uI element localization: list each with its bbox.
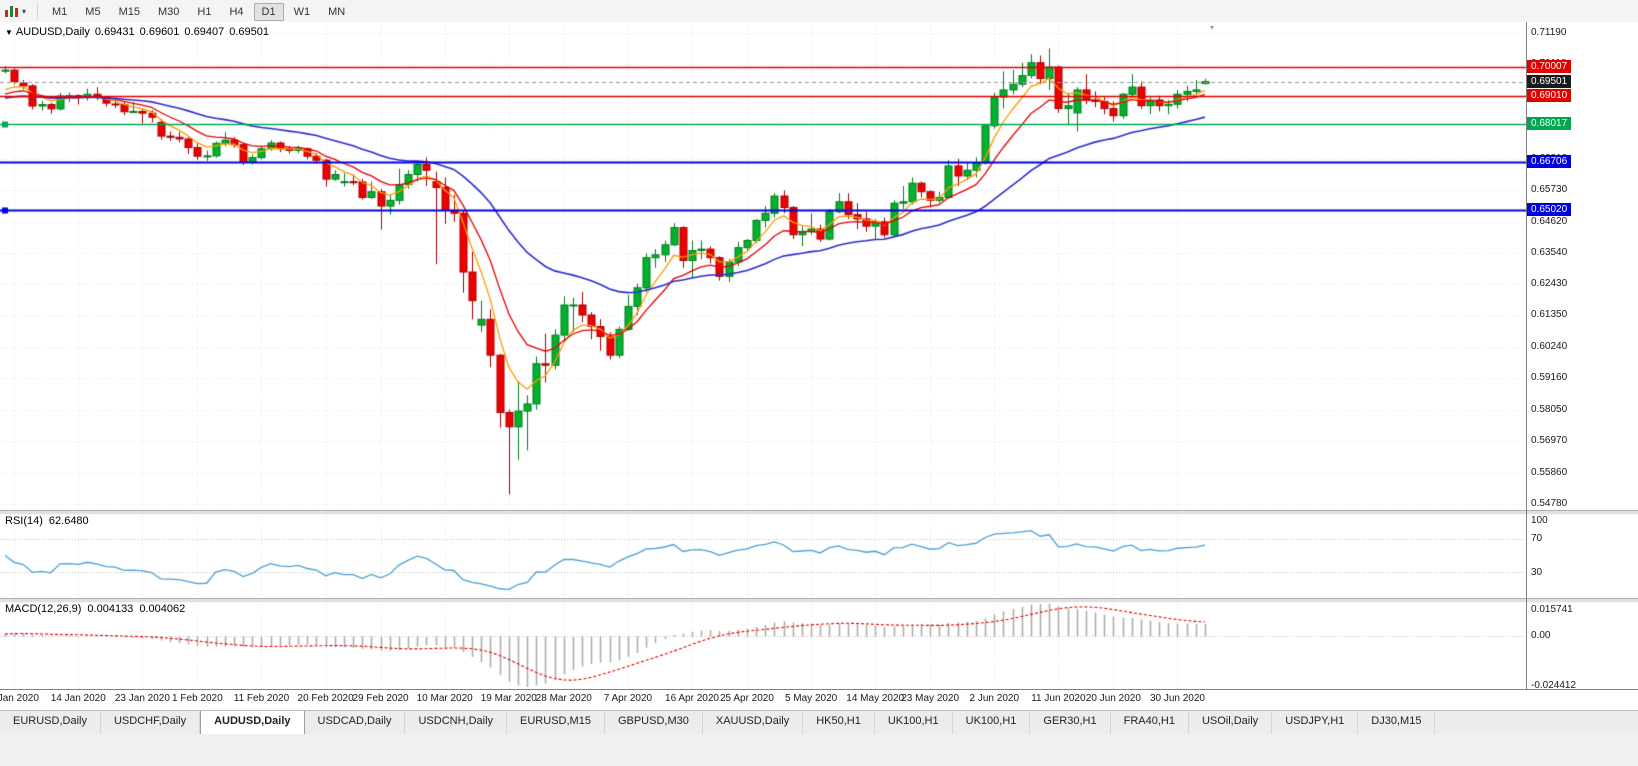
date-axis-label: 19 Mar 2020 <box>480 693 537 704</box>
chart-tab-USDCAD-Daily[interactable]: USDCAD,Daily <box>304 711 406 734</box>
price-level-tag: 0.66706 <box>1527 154 1572 168</box>
timeframe-button-M15[interactable]: M15 <box>118 6 140 18</box>
price-axis-label: 0.64620 <box>1531 215 1568 227</box>
price-axis-label: 0.59160 <box>1531 372 1568 384</box>
price-axis-border <box>1526 22 1527 689</box>
date-axis-label: 7 Apr 2020 <box>603 693 653 704</box>
timeframe-button-M30[interactable]: M30 <box>157 6 180 18</box>
timeframe-button-H1[interactable]: H1 <box>197 6 212 18</box>
price-level-tag: 0.65020 <box>1527 203 1572 217</box>
timeframe-button-D1[interactable]: D1 <box>253 3 284 21</box>
macd-axis-label: 0.015741 <box>1531 604 1573 615</box>
date-axis-label: 20 Feb 2020 <box>297 693 354 704</box>
timeframe-button-M1[interactable]: M1 <box>52 6 68 18</box>
date-axis-label: 20 Jun 2020 <box>1085 693 1141 704</box>
timeframe-button-H4[interactable]: H4 <box>229 6 244 18</box>
chart-shift-marker-icon[interactable]: ▾ <box>1210 23 1215 32</box>
date-axis-label: 23 May 2020 <box>901 693 960 704</box>
date-axis-label: 28 Mar 2020 <box>535 693 592 704</box>
panel-splitter[interactable] <box>0 510 1638 515</box>
time-axis-border <box>0 689 1638 690</box>
rsi-axis-label: 100 <box>1531 515 1548 526</box>
toolbar: ▾ M1 M5 M15 M30 H1 H4 D1 W1 MN <box>0 0 1638 23</box>
chart-tab-USDCNH-Daily[interactable]: USDCNH,Daily <box>405 711 508 734</box>
price-level-tag: 0.68017 <box>1527 117 1572 131</box>
toolbar-separator <box>37 3 39 19</box>
price-level-tag: 0.69501 <box>1527 74 1572 88</box>
date-axis-label: 11 Feb 2020 <box>233 693 290 704</box>
chart-tab-GBPUSD-M30[interactable]: GBPUSD,M30 <box>604 711 703 734</box>
high-value: 0.69601 <box>139 26 180 38</box>
date-axis-label: 14 May 2020 <box>846 693 905 704</box>
price-axis-label: 0.58050 <box>1531 403 1568 415</box>
date-axis-label: 16 Apr 2020 <box>665 693 719 704</box>
macd-axis-label: 0.00 <box>1531 630 1551 642</box>
window-collapse-icon[interactable]: ▼ <box>5 28 13 37</box>
low-value: 0.69407 <box>184 26 225 38</box>
rsi-indicator-label: RSI(14) 62.6480 <box>5 515 95 527</box>
date-axis-label: 30 Jun 2020 <box>1149 693 1205 704</box>
date-axis-label: 5 May 2020 <box>784 693 838 704</box>
chart-tab-HK50-H1[interactable]: HK50,H1 <box>803 711 875 734</box>
rsi-name: RSI(14) <box>5 515 43 527</box>
timeframe-button-W1[interactable]: W1 <box>293 6 311 18</box>
chart-tab-bar: EURUSD,Daily USDCHF,Daily AUDUSD,Daily USDC… <box>0 710 1638 734</box>
timeframe-button-MN[interactable]: MN <box>328 6 346 18</box>
macd-main-value: 0.004133 <box>87 603 134 615</box>
panel-splitter[interactable] <box>0 598 1638 603</box>
date-axis-label: 10 Mar 2020 <box>416 693 473 704</box>
chart-dropdown-caret-icon[interactable]: ▾ <box>22 6 27 16</box>
price-axis-label: 0.61350 <box>1531 309 1568 321</box>
symbol-period-label: AUDUSD,Daily <box>15 26 90 38</box>
price-axis-label: 0.55860 <box>1531 466 1568 478</box>
macd-signal-value: 0.004062 <box>139 603 186 615</box>
price-level-tag: 0.70007 <box>1527 60 1572 74</box>
timeframe-button-M5[interactable]: M5 <box>85 6 101 18</box>
chart-tab-USDCHF-Daily[interactable]: USDCHF,Daily <box>100 711 201 734</box>
price-axis-label: 0.65730 <box>1531 183 1568 195</box>
price-axis-label: 0.63540 <box>1531 246 1568 258</box>
rsi-axis-label: 30 <box>1531 566 1543 578</box>
macd-axis-label: -0.024412 <box>1531 680 1577 691</box>
chart-tab-XAUUSD-Daily[interactable]: XAUUSD,Daily <box>702 711 804 734</box>
chart-tab-UK100-H1[interactable]: UK100,H1 <box>952 711 1031 734</box>
date-axis-label: 23 Jan 2020 <box>114 693 170 704</box>
rsi-value: 62.6480 <box>48 515 89 527</box>
timeframe-button-group: M1 M5 M15 M30 H1 H4 D1 W1 MN <box>43 2 354 21</box>
date-axis-label: 14 Jan 2020 <box>50 693 106 704</box>
price-chart-canvas[interactable] <box>0 22 1526 510</box>
rsi-panel-canvas[interactable] <box>0 513 1526 598</box>
chart-tab-AUDUSD-Daily[interactable]: AUDUSD,Daily <box>200 711 305 734</box>
open-value: 0.69431 <box>94 26 135 38</box>
price-axis-label: 0.56970 <box>1531 434 1568 446</box>
chart-symbol-title: ▼ AUDUSD,Daily 0.69431 0.69601 0.69407 0.6950… <box>5 26 274 38</box>
macd-indicator-label: MACD(12,26,9) 0.004133 0.004062 <box>5 603 191 615</box>
chart-type-icon[interactable] <box>4 4 20 18</box>
rsi-axis-label: 70 <box>1531 532 1543 544</box>
chart-tab-EURUSD-M15[interactable]: EURUSD,M15 <box>507 711 605 734</box>
price-axis-label: 0.60240 <box>1531 341 1568 353</box>
date-axis-label: 2 Jun 2020 <box>969 693 1020 704</box>
chart-tab-EURUSD-Daily[interactable]: EURUSD,Daily <box>0 711 101 734</box>
price-axis-label: 0.62430 <box>1531 278 1568 290</box>
chart-tab-DJ30-M15[interactable]: DJ30,M15 <box>1358 711 1436 734</box>
close-value: 0.69501 <box>229 26 269 38</box>
price-level-tag: 0.69010 <box>1527 88 1572 102</box>
date-axis-label: 25 Apr 2020 <box>719 693 774 704</box>
date-axis-label: 11 Jun 2020 <box>1031 693 1086 704</box>
date-axis-label: 4 Jan 2020 <box>0 693 39 704</box>
chart-tab-UK100-H1[interactable]: UK100,H1 <box>874 711 953 734</box>
macd-name: MACD(12,26,9) <box>5 603 82 615</box>
chart-tab-FRA40-H1[interactable]: FRA40,H1 <box>1110 711 1189 734</box>
chart-tab-GER30-H1[interactable]: GER30,H1 <box>1030 711 1111 734</box>
chart-tab-USOil-Daily[interactable]: USOil,Daily <box>1188 711 1273 734</box>
chart-tab-USDJPY-H1[interactable]: USDJPY,H1 <box>1272 711 1359 734</box>
macd-panel-canvas[interactable] <box>0 601 1526 689</box>
date-axis-label: 1 Feb 2020 <box>172 693 223 704</box>
price-axis-label: 0.71190 <box>1531 27 1567 39</box>
price-axis-label: 0.54780 <box>1531 497 1568 509</box>
date-axis-label: 29 Feb 2020 <box>352 693 409 704</box>
